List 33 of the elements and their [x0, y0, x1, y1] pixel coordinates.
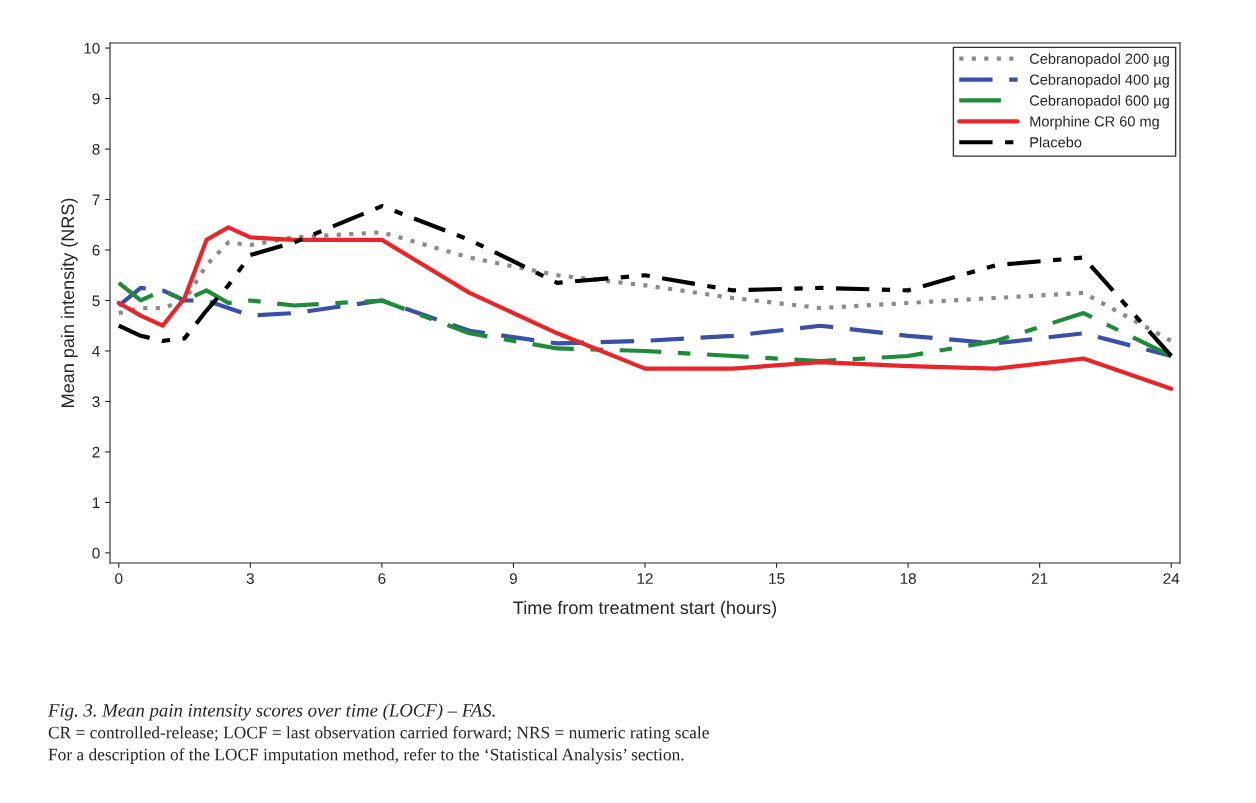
legend-label: Cebranopadol 200 µg [1029, 53, 1169, 67]
y-tick-label: 2 [92, 446, 100, 458]
y-tick-label: 7 [92, 194, 100, 206]
y-tick-label: 8 [92, 143, 100, 155]
x-tick-label: 21 [1031, 573, 1048, 584]
y-tick-label: 3 [92, 396, 100, 408]
x-tick-label: 3 [246, 573, 254, 584]
x-tick-label: 0 [115, 573, 123, 584]
x-tick-label: 24 [1163, 573, 1180, 584]
x-axis-title: Time from treatment start (hours) [513, 600, 776, 618]
y-tick-label: 10 [84, 42, 100, 54]
x-tick-label: 12 [637, 573, 653, 584]
x-tick-label: 18 [900, 573, 916, 584]
line-series [116, 203, 1174, 359]
line-series [116, 225, 1174, 391]
y-tick-label: 4 [92, 345, 100, 357]
y-tick-label: 6 [92, 244, 100, 256]
y-tick-label: 5 [92, 295, 100, 307]
legend-label: Cebranopadol 600 µg [1029, 94, 1169, 109]
y-tick-label: 9 [92, 93, 100, 105]
x-tick-label: 6 [378, 573, 386, 584]
caption: Fig. 3. Mean pain intensity scores over time (LOCF) – FAS. [47, 703, 495, 721]
legend-label: Placebo [1030, 136, 1082, 148]
text: For a description of the LOCF imputation method, refer to the ‘Statistical Analysis’ section. [48, 748, 684, 764]
x-tick-label: 9 [509, 573, 517, 584]
line-series [116, 230, 1174, 343]
text: CR = controlled-release; LOCF = last observation carried forward; NRS = numeric rating scale [48, 726, 709, 742]
y-tick-label: 1 [92, 497, 100, 508]
legend-label: Cebranopadol 400 µg [1029, 74, 1169, 88]
y-tick-label: 0 [92, 547, 100, 559]
y-axis-title: Mean pain intensity (NRS) [60, 198, 78, 407]
x-tick-label: 15 [769, 573, 785, 584]
legend-label: Morphine CR 60 mg [1030, 115, 1159, 130]
